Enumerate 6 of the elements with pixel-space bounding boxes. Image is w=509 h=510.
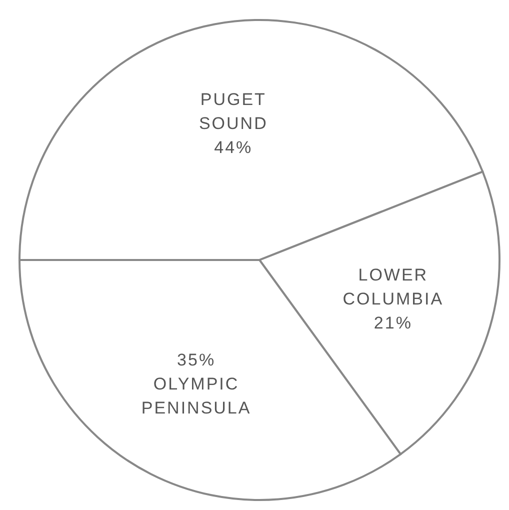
slice-label: OLYMPIC PENINSULA xyxy=(141,374,252,418)
data-label: 44% xyxy=(214,138,253,157)
data-label: 35% xyxy=(177,350,216,370)
slice-label: LOWER COLUMBIA xyxy=(342,265,444,308)
slice-label: PUGET SOUND xyxy=(198,90,268,133)
data-label: 21% xyxy=(374,313,412,332)
